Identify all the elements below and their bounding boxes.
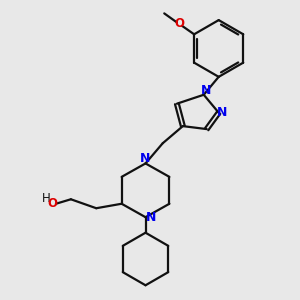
Text: N: N [217, 106, 227, 119]
Text: N: N [201, 84, 211, 98]
Text: N: N [140, 152, 151, 165]
Text: N: N [146, 211, 156, 224]
Text: O: O [47, 197, 57, 210]
Text: O: O [174, 17, 184, 30]
Text: H: H [42, 192, 50, 205]
